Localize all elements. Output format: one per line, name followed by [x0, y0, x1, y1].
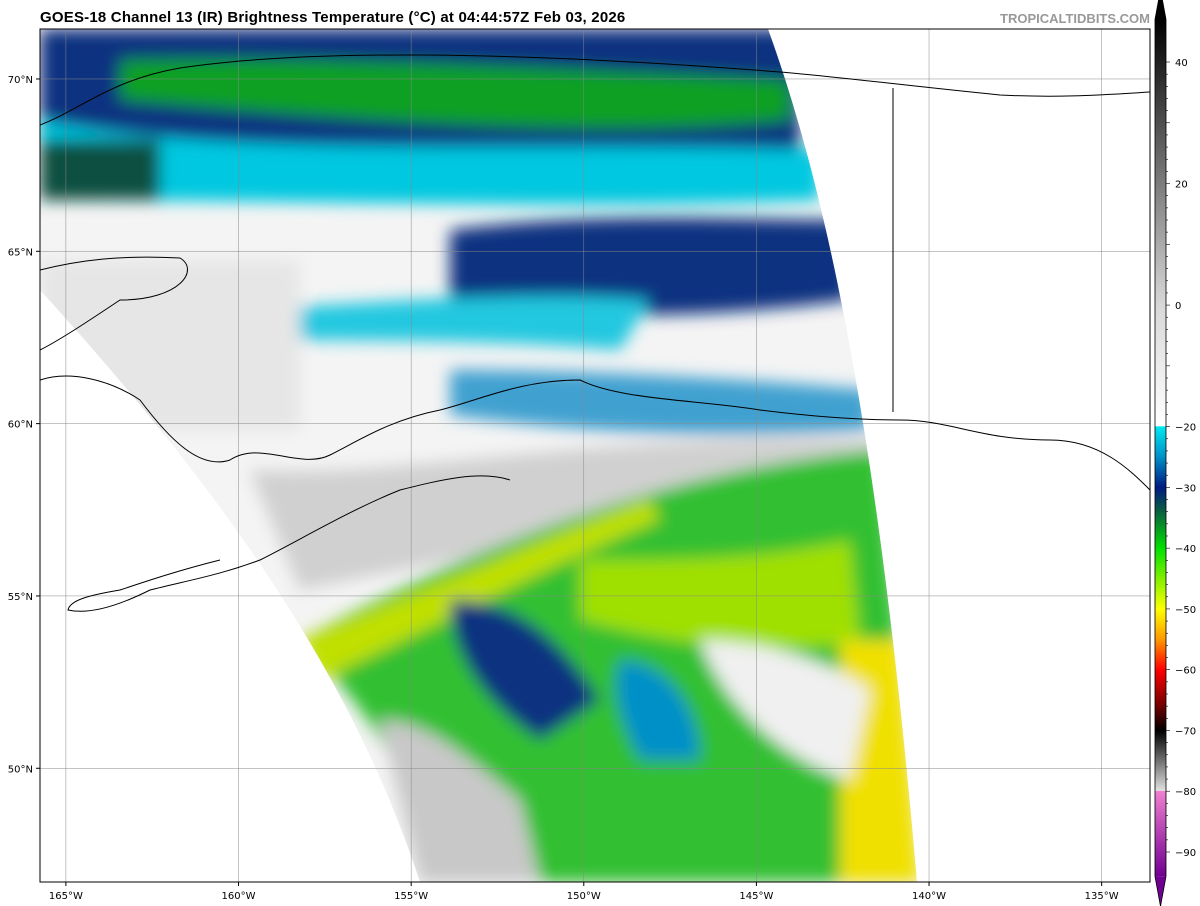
site-credit: TROPICALTIDBITS.COM	[1000, 11, 1150, 26]
colorbar: 40 20 0 −20 −30 −40 −50 −60 −70 −80 −90	[1154, 0, 1196, 906]
lon-label: 165°W	[49, 891, 83, 902]
colorbar-label: −30	[1175, 483, 1196, 494]
lon-label: 135°W	[1085, 891, 1119, 902]
axis-labels: 165°W 160°W 155°W 150°W 145°W 140°W 135°W 70°N 6…	[8, 75, 1119, 902]
map-title: GOES-18 Channel 13 (IR) Brightness Tempe…	[40, 9, 626, 26]
lon-label: 160°W	[222, 891, 256, 902]
colorbar-min-arrow	[1155, 876, 1166, 906]
lon-label: 150°W	[567, 891, 601, 902]
lat-label: 55°N	[8, 592, 33, 603]
colorbar-label: −80	[1175, 787, 1196, 798]
lat-label: 60°N	[8, 420, 33, 431]
lat-label: 65°N	[8, 247, 33, 258]
lon-label: 140°W	[912, 891, 946, 902]
graticule	[40, 29, 1150, 882]
colorbar-label: −20	[1175, 423, 1196, 434]
colorbar-label: −70	[1175, 726, 1196, 737]
colorbar-label: 20	[1175, 180, 1188, 191]
lon-label: 155°W	[394, 891, 428, 902]
colorbar-label: −90	[1175, 848, 1196, 859]
colorbar-label: −40	[1175, 544, 1196, 555]
colorbar-label: 40	[1175, 58, 1188, 69]
colorbar-label: 0	[1175, 301, 1181, 312]
colorbar-label: −60	[1175, 666, 1196, 677]
lat-label: 70°N	[8, 75, 33, 86]
colorbar-label: −50	[1175, 605, 1196, 616]
map-frame	[39, 28, 1151, 883]
colorbar-scale	[1155, 19, 1166, 877]
coastlines	[40, 54, 1150, 612]
lat-label: 50°N	[8, 764, 33, 775]
lon-label: 145°W	[739, 891, 773, 902]
colorbar-outline	[1154, 0, 1167, 906]
